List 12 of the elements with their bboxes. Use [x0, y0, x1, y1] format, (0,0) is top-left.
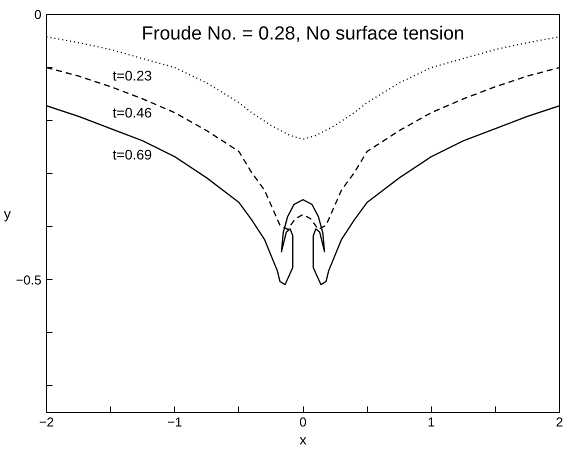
series-label: t=0.69	[112, 146, 152, 163]
x-axis-title: x	[300, 432, 306, 448]
x-tick-label: 1	[428, 414, 435, 430]
y-tick-label: −0.5	[16, 272, 42, 288]
x-tick-label: 2	[556, 414, 564, 430]
text: Froude No. = 0.28, No surface tension	[142, 24, 464, 44]
x-tick-label: −2	[39, 414, 54, 430]
y-axis-title: y	[4, 206, 11, 222]
x-tick-label: 0	[299, 414, 307, 430]
series-label: t=0.46	[112, 104, 152, 121]
x-tick-label: −1	[167, 414, 182, 430]
series-label: t=0.23	[112, 68, 152, 84]
